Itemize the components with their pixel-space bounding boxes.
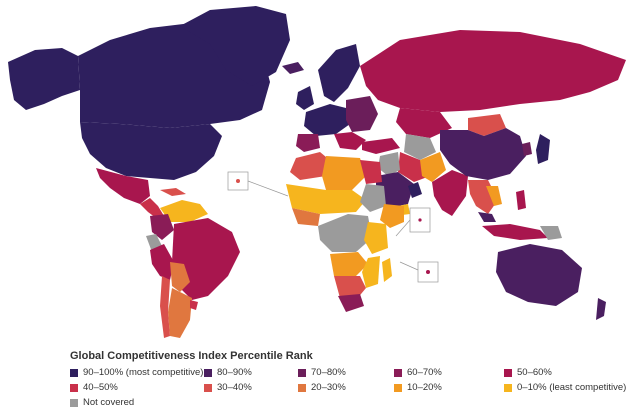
legend-label: 70–80% (311, 367, 346, 378)
region-turkey (362, 138, 400, 154)
region-peru (150, 244, 174, 280)
legend-item: 0–10% (least competitive) (504, 382, 634, 393)
inset-islands-atlantic (236, 179, 240, 183)
region-central-asia (404, 134, 436, 160)
region-iberia (296, 134, 320, 152)
region-uruguay (190, 300, 198, 310)
region-gulf-states (408, 182, 422, 198)
legend-label: 30–40% (217, 382, 252, 393)
region-saudi-arabia (376, 172, 414, 208)
region-caribbean (160, 188, 186, 196)
region-chile (160, 276, 170, 338)
legend-label: 40–50% (83, 382, 118, 393)
region-greenland (180, 6, 290, 86)
region-western-europe (304, 104, 350, 136)
region-kazakhstan (396, 108, 452, 138)
region-ethiopia-horn (380, 204, 404, 228)
legend-title: Global Competitiveness Index Percentile … (70, 350, 313, 362)
inset-islands-indian-ocean (418, 218, 422, 222)
legend-item: 40–50% (70, 382, 194, 393)
region-new-zealand (596, 298, 606, 320)
legend-label: 50–60% (517, 367, 552, 378)
legend-item: 60–70% (394, 367, 494, 378)
region-china (440, 128, 526, 180)
region-australia (496, 244, 582, 306)
legend-label: 20–30% (311, 382, 346, 393)
region-russia (360, 30, 626, 112)
region-usa (80, 122, 222, 180)
legend-swatch (394, 368, 402, 377)
region-madagascar (382, 258, 392, 282)
legend-swatch (504, 383, 512, 392)
region-afghanistan-pakistan (420, 152, 446, 182)
legend-swatch (504, 368, 512, 377)
legend-swatch (394, 383, 402, 392)
legend-item: 30–40% (204, 382, 288, 393)
region-south-africa (338, 294, 364, 312)
legend-item: 80–90% (204, 367, 288, 378)
region-angola-zambia (330, 252, 368, 276)
legend-label: Not covered (83, 397, 135, 408)
region-iraq-syria (378, 152, 400, 176)
inset-island-mauritius (426, 270, 430, 274)
region-italy-balkans (334, 132, 366, 150)
world-map (8, 6, 626, 338)
legend-label: 60–70% (407, 367, 442, 378)
region-southern-africa (334, 276, 366, 300)
region-iceland (282, 62, 304, 74)
legend-swatch (204, 368, 212, 377)
region-west-africa-coast (292, 208, 320, 226)
region-argentina (168, 288, 192, 338)
region-sudan (360, 184, 386, 212)
legend-swatch (298, 368, 306, 377)
inset-leader-indian-ocean (395, 219, 411, 237)
region-colombia (150, 214, 174, 240)
region-central-america (140, 198, 164, 218)
map-legend: Global Competitiveness Index Percentile … (70, 350, 630, 408)
region-mongolia (468, 114, 506, 136)
region-indonesia (482, 224, 548, 240)
region-east-africa (364, 222, 388, 254)
legend-item: Not covered (70, 397, 194, 408)
region-scandinavia (318, 44, 360, 102)
region-india (432, 170, 468, 216)
region-uk-ireland (296, 86, 314, 110)
inset-leader-mauritius (399, 261, 419, 271)
region-venezuela-guianas (160, 200, 208, 222)
legend-item: 20–30% (298, 382, 384, 393)
legend-swatch (70, 368, 78, 377)
legend-label: 0–10% (least competitive) (517, 382, 627, 393)
legend-label: 80–90% (217, 367, 252, 378)
inset-leader-atlantic (247, 180, 289, 197)
region-sahel (286, 184, 366, 214)
region-papua (540, 226, 562, 240)
legend-item: 70–80% (298, 367, 384, 378)
legend-swatch (70, 398, 78, 407)
region-central-africa (318, 214, 372, 252)
legend-swatch (70, 383, 78, 392)
region-indochina (486, 186, 502, 206)
region-eastern-europe (346, 96, 378, 132)
region-alaska (8, 48, 80, 110)
legend-swatch (298, 383, 306, 392)
region-egypt (360, 160, 382, 184)
legend-swatch (204, 383, 212, 392)
legend-grid: 90–100% (most competitive) 80–90% 70–80% 60… (70, 367, 630, 408)
legend-item: 10–20% (394, 382, 494, 393)
region-japan (536, 134, 550, 164)
region-malaysia (478, 212, 496, 222)
region-north-africa-west (290, 152, 332, 180)
legend-label: 10–20% (407, 382, 442, 393)
legend-item: 90–100% (most competitive) (70, 367, 203, 378)
region-mozambique (362, 256, 380, 288)
legend-item: 50–60% (504, 367, 634, 378)
region-philippines (516, 190, 526, 210)
region-bolivia-paraguay (170, 262, 190, 292)
legend-label: 90–100% (most competitive) (83, 367, 204, 378)
region-algeria-libya (322, 156, 366, 190)
region-mexico (96, 168, 150, 204)
region-korea (522, 142, 532, 156)
